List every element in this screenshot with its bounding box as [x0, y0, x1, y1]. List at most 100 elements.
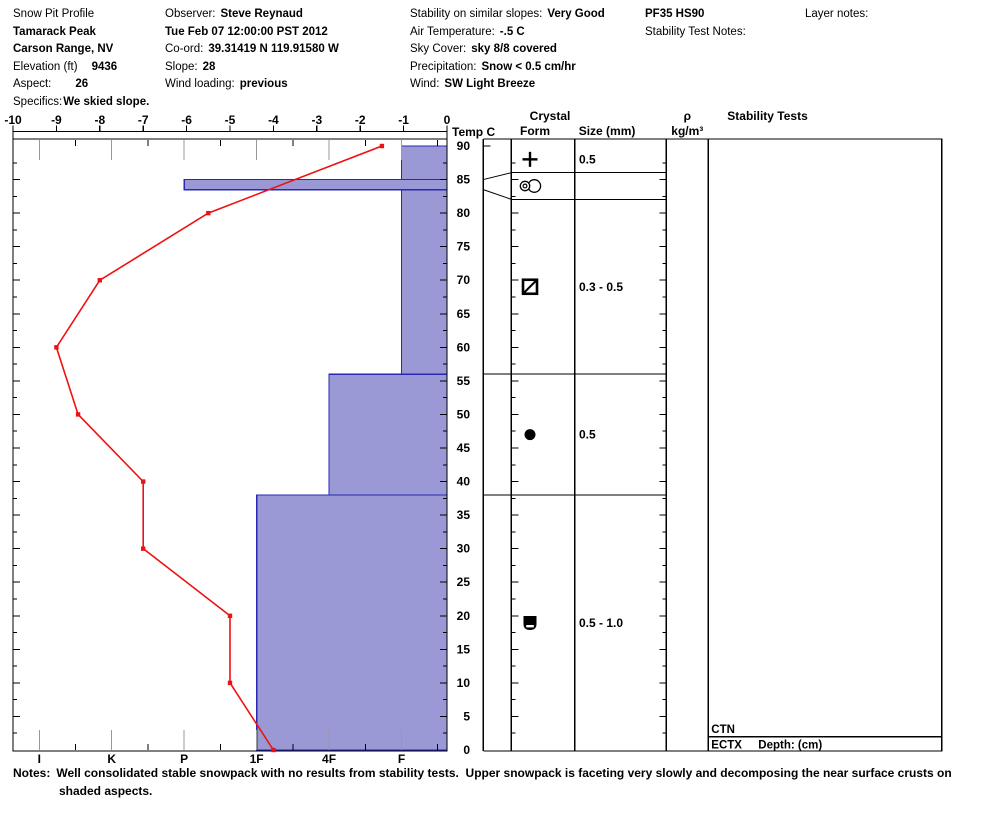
depth-label: 85: [457, 173, 471, 187]
header-pit-code: PF35 HS90 Stability Test Notes:: [645, 6, 746, 41]
observer-value: Steve Reynaud: [220, 8, 303, 20]
temp-tick-label: -9: [51, 113, 62, 127]
temperature-point: [227, 613, 233, 618]
temperature-point: [379, 143, 385, 149]
notes-line2: shaded aspects.: [59, 784, 153, 798]
grain-size-value: 0.5 - 1.0: [579, 616, 623, 630]
depth-label: 45: [457, 441, 471, 455]
precip-value: Snow < 0.5 cm/hr: [481, 60, 576, 73]
notes-line1: Well consolidated stable snowpack with n…: [56, 766, 952, 780]
annotation-panel: [482, 138, 943, 752]
crystal-form-symbol-plus: [522, 151, 538, 167]
temp-tick-label: -8: [94, 113, 105, 127]
report-title: Snow Pit Profile: [13, 8, 95, 20]
plot-box: [12, 138, 448, 752]
temperature-point: [141, 479, 146, 484]
density-units: kg/m³: [671, 124, 703, 138]
layer-notes-label: Layer notes:: [805, 8, 869, 20]
depth-label: 60: [457, 340, 471, 354]
temperature-profile-line: [54, 143, 385, 753]
hardness-letter: F: [398, 752, 405, 766]
aspect-value: 26: [75, 78, 89, 91]
notes-block: Notes: Well consolidated stable snowpack …: [13, 764, 988, 800]
temp-tick-label: -1: [398, 113, 409, 127]
depth-label: 20: [457, 609, 471, 623]
crystal-form-symbol-filled-circle: [524, 429, 536, 441]
header-conditions-info: Stability on similar slopes: Very Good Ai…: [410, 6, 605, 94]
temperature-point: [97, 278, 102, 283]
temp-tick-label: -3: [311, 113, 322, 127]
depth-label: 35: [457, 508, 471, 522]
precip-label: Precipitation:: [410, 60, 477, 73]
temp-tick-label: 0: [444, 113, 451, 127]
crystal-form-symbol-filled-cup: [523, 616, 537, 630]
specifics-value: We skied slope.: [63, 95, 150, 108]
wind-value: SW Light Breeze: [444, 78, 536, 91]
form-header: Form: [520, 124, 550, 138]
temperature-point: [75, 412, 81, 417]
header-site-info: Snow Pit Profile Tamarack Peak Carson Ra…: [13, 6, 149, 112]
ctn-result: CTN: [711, 724, 735, 736]
specifics-label: Specifics:: [13, 95, 63, 108]
crystal-form-symbol-square-slash: [521, 278, 539, 296]
temp-tick-label: -5: [225, 113, 236, 127]
depth-label: 80: [457, 206, 471, 220]
temperature-point: [206, 210, 211, 216]
grain-size-value: 0.5: [579, 152, 596, 166]
temp-tick-label: -7: [138, 113, 149, 127]
hardness-scale: I K P 1F 4F F: [38, 140, 439, 766]
coord-label: Co-ord:: [165, 43, 204, 56]
depth-label: 0: [463, 743, 470, 757]
temp-tick-label: -2: [355, 113, 366, 127]
depth-label: 25: [457, 575, 471, 589]
elevation-label: Elevation (ft): [13, 60, 78, 73]
crystal-form-symbol-circle-pair: [519, 179, 542, 193]
depth-labels: 0 5 10 15 20 25 30 35 40 45 50 55 60 65 70 75 80 85 90: [457, 139, 471, 757]
hardness-bar-F: [400, 145, 448, 181]
temp-tick-label: -10: [4, 113, 22, 127]
grain-size-value: 0.3 - 0.5: [579, 280, 623, 294]
depth-label: 55: [457, 374, 471, 388]
depth-label: 65: [457, 307, 471, 321]
hardness-letter: 4F: [322, 752, 336, 766]
stability-tests-box: [707, 138, 943, 752]
stability-tests-header: Stability Tests: [727, 109, 808, 123]
temp-tick-label: -6: [181, 113, 192, 127]
temperature-point: [54, 345, 59, 350]
observation-datetime: Tue Feb 07 12:00:00 PST 2012: [165, 25, 328, 38]
temperature-point: [141, 546, 146, 551]
header-observer-info: Observer: Steve Reynaud Tue Feb 07 12:00:…: [165, 6, 339, 94]
air-temp-label: Air Temperature:: [410, 25, 495, 38]
depth-edge-ticks: [13, 162, 447, 734]
ectx-result: ECTX: [711, 740, 742, 752]
depth-label: 40: [457, 475, 471, 489]
slope-value: 28: [202, 60, 216, 73]
temp-tick-label: -4: [268, 113, 279, 127]
slope-label: Slope:: [165, 60, 198, 73]
hardness-bar-P: [183, 178, 448, 191]
aspect-label: Aspect:: [13, 78, 52, 91]
depth-label: 5: [463, 709, 470, 723]
wind-label: Wind:: [410, 78, 440, 91]
hardness-bar-F: [400, 188, 448, 375]
pit-code: PF35 HS90: [645, 8, 705, 20]
stability-label: Stability on similar slopes:: [410, 8, 543, 20]
elevation-value: 9436: [91, 60, 118, 73]
sky-cover-value: sky 8/8 covered: [471, 43, 557, 56]
depth-label: 10: [457, 676, 471, 690]
sky-cover-label: Sky Cover:: [410, 43, 467, 56]
wind-loading-label: Wind loading:: [165, 78, 235, 91]
depth-label: 15: [457, 642, 471, 656]
hardness-bar-4F: [328, 373, 448, 496]
temp-axis-title: Temp C: [452, 125, 495, 139]
depth-label: 75: [457, 240, 471, 254]
hardness-bars: [183, 145, 448, 751]
notes-label: Notes:: [13, 766, 51, 780]
depth-label: 70: [457, 273, 471, 287]
coord-value: 39.31419 N 119.91580 W: [208, 43, 339, 56]
depth-label: 30: [457, 542, 471, 556]
temperature-point: [227, 680, 233, 686]
hardness-letter: P: [180, 752, 188, 766]
